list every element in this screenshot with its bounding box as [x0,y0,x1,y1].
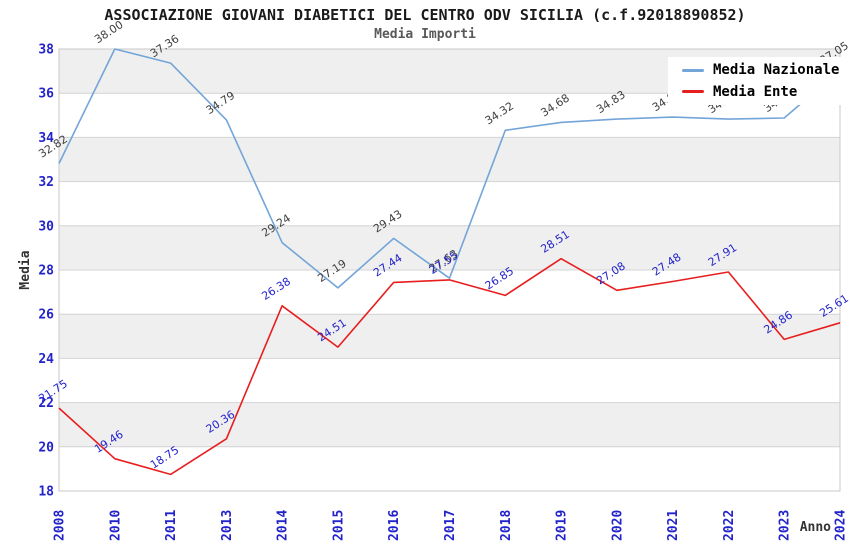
media-ente-line [58,257,841,476]
legend-item-media-nazionale: Media Nazionale [682,62,846,78]
x-tick-label: 2016 [387,510,402,541]
band [59,225,840,270]
y-tick-label: 26 [38,308,54,323]
band [59,314,840,359]
x-tick-label: 2014 [276,510,291,541]
chart-title: ASSOCIAZIONE GIOVANI DIABETICI DEL CENTR… [104,6,746,24]
x-tick-label: 2015 [331,510,346,541]
legend-label-media-ente: Media Ente [713,83,798,100]
x-tick-label: 2013 [220,510,235,541]
data-label: 34.68 [538,91,571,119]
x-tick-label: 2022 [722,510,737,541]
media-nazionale-line [58,48,841,289]
y-tick-label: 18 [38,485,54,500]
legend: Media Nazionale Media Ente [668,57,846,105]
media-ente-line-swatch [682,90,704,94]
plot-border [58,48,841,492]
x-tick-label: 2010 [108,510,123,541]
data-label: 18.75 [148,443,181,471]
y-tick-label: 36 [38,87,54,102]
x-tick-label: 2011 [164,510,179,541]
x-tick-label: 2023 [778,510,793,541]
x-tick-label: 2008 [53,510,68,541]
data-label: 34.32 [483,99,516,127]
x-tick-label: 2019 [555,510,570,541]
data-label: 26.38 [259,275,292,303]
x-tick-label: 2017 [443,510,458,541]
x-tick-label: 2020 [610,510,625,541]
x-tick-label: 2018 [499,510,514,541]
y-axis-title: Media [18,250,33,289]
chart-subtitle: Media Importi [374,27,476,42]
y-tick-label: 24 [38,352,54,367]
media-nazionale-line-swatch [682,68,704,72]
data-label: 38.00 [92,18,125,46]
legend-label-media-nazionale: Media Nazionale [713,62,840,79]
band [59,137,840,182]
y-tick-label: 32 [38,175,54,190]
x-axis-title: Anno [800,520,831,535]
y-tick-label: 22 [38,396,54,411]
y-tick-label: 34 [38,131,54,146]
y-tick-label: 30 [38,219,54,234]
y-tick-label: 38 [38,43,54,58]
legend-item-media-ente: Media Ente [682,84,846,100]
band [59,402,840,447]
y-tick-label: 20 [38,440,54,455]
y-tick-label: 28 [38,264,54,279]
x-tick-label: 2024 [834,510,849,541]
x-tick-label: 2021 [666,510,681,541]
